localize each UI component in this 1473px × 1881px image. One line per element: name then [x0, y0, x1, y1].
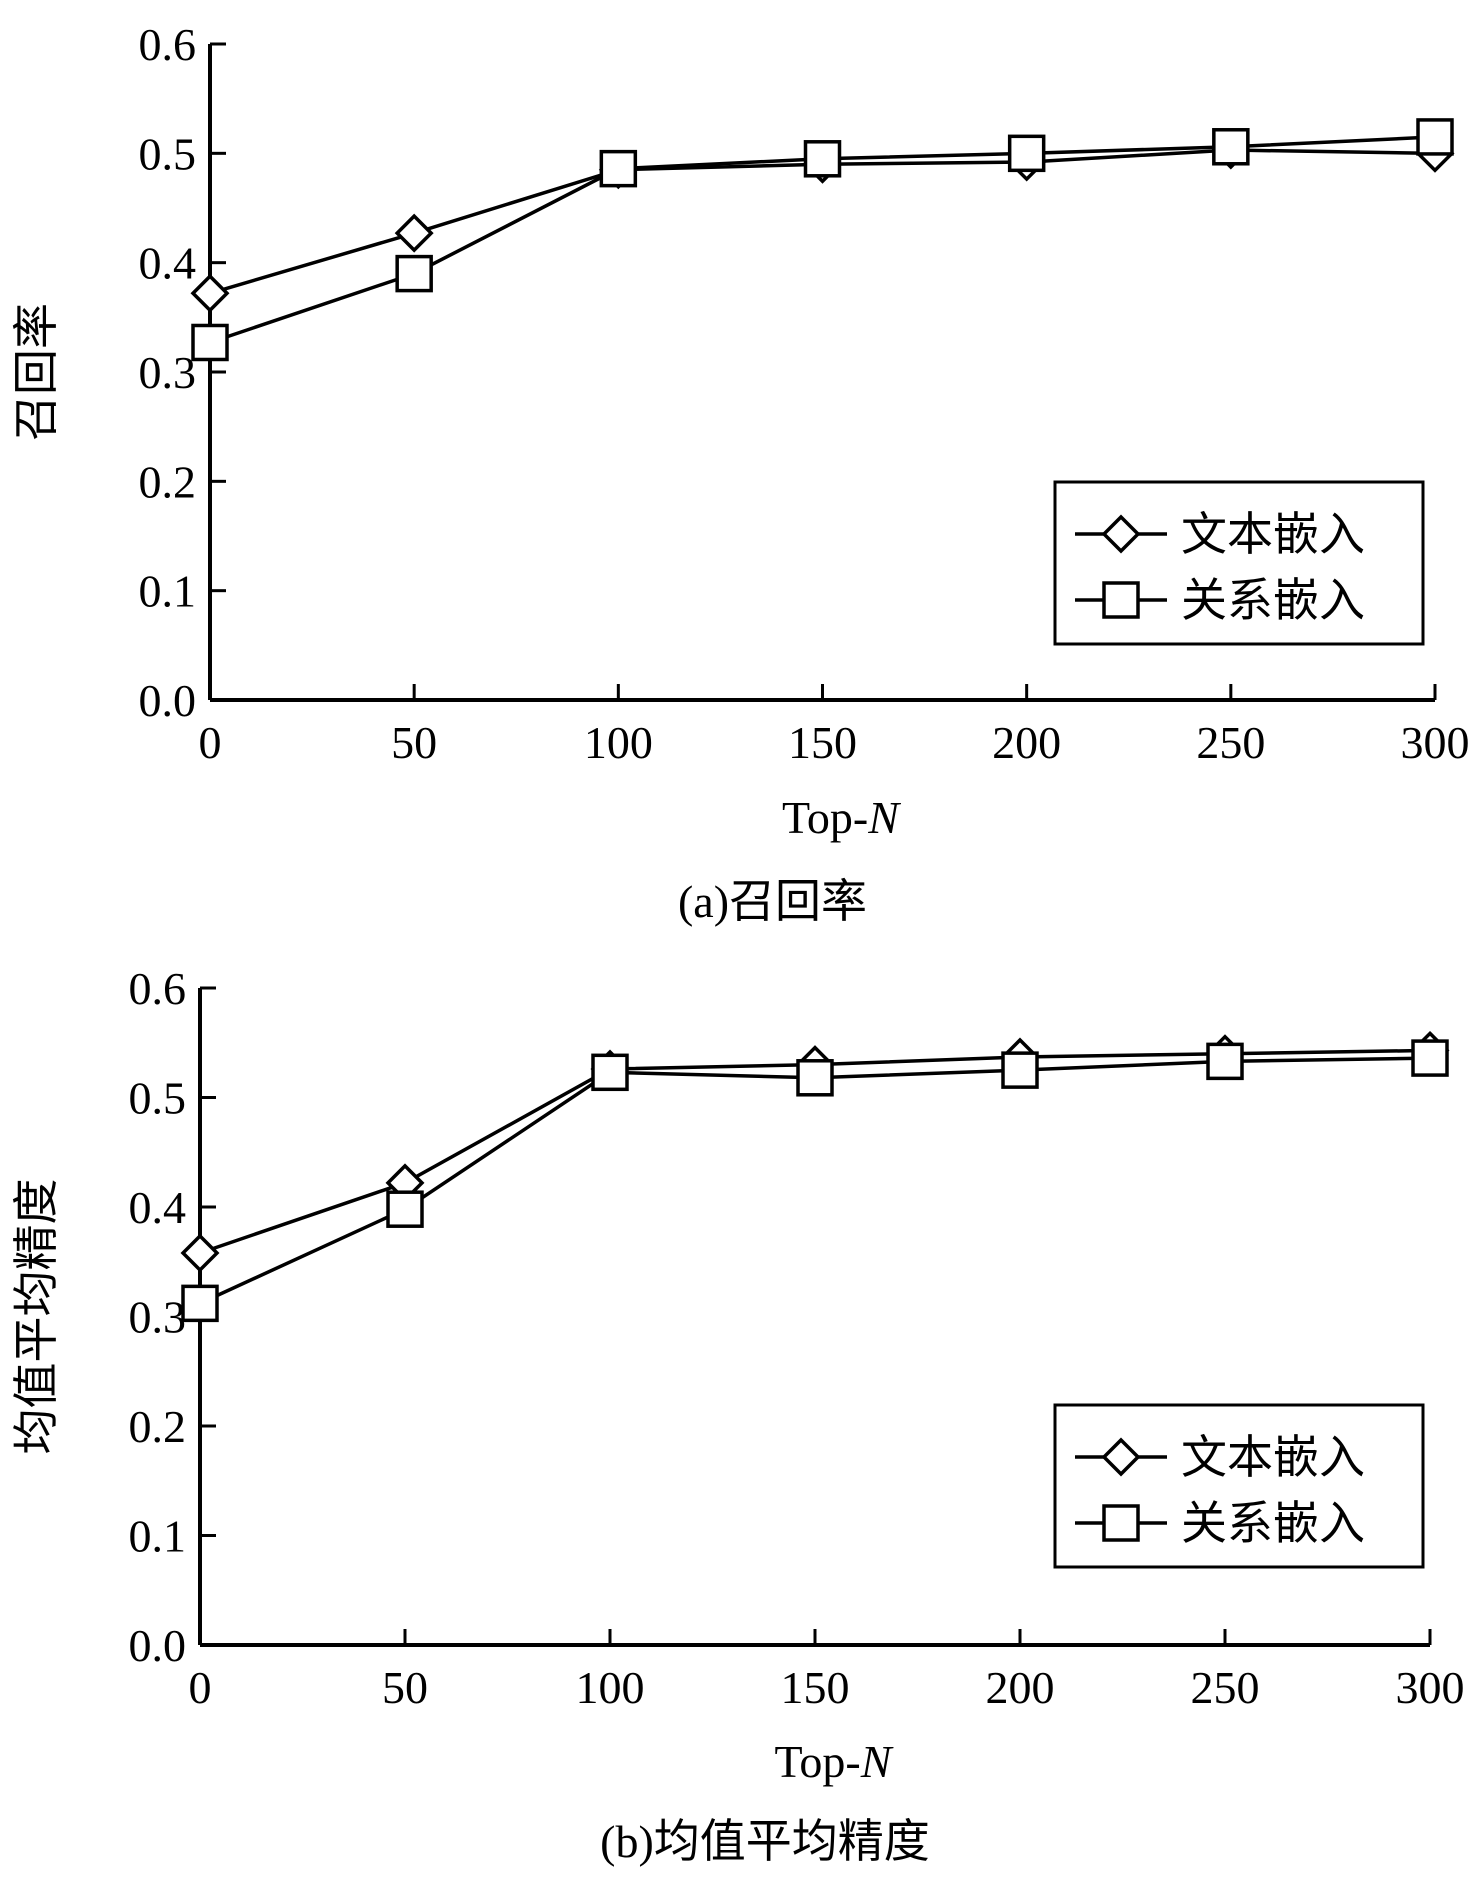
- x-tick-label: 250: [1196, 717, 1265, 768]
- x-tick-label: 0: [189, 1662, 212, 1713]
- data-point-square: [191, 323, 229, 362]
- y-tick-label: 0.4: [129, 1182, 187, 1233]
- legend-label: 关系嵌入: [1181, 1498, 1365, 1549]
- x-tick-label: 200: [986, 1662, 1055, 1713]
- x-axis-title-italic: N: [867, 792, 901, 843]
- x-axis-title: Top-N: [775, 1736, 894, 1787]
- legend-label: 关系嵌入: [1181, 575, 1365, 626]
- x-axis-title-main: Top-: [775, 1736, 861, 1787]
- chart-b: 0.0 0.1 0.2 0.3 0.4 0.5 0.6 0 50 100 150 200 250 300 T…: [11, 963, 1465, 1867]
- data-point-square: [181, 1284, 219, 1323]
- legend-marker-square: [1102, 581, 1140, 619]
- x-axis-title-italic: N: [860, 1736, 894, 1787]
- legend-label: 文本嵌入: [1181, 509, 1365, 560]
- data-point-square: [599, 149, 638, 188]
- legend-marker-diamond: [1101, 1437, 1141, 1477]
- legend-marker-square: [1102, 1504, 1140, 1542]
- legend-marker-diamond: [1101, 514, 1141, 554]
- y-tick-label: 0.4: [139, 238, 197, 289]
- data-point-diamond: [180, 1233, 220, 1273]
- y-tick-label: 0.0: [139, 675, 197, 726]
- x-axis-title: Top-N: [782, 792, 901, 843]
- y-tick-label: 0.6: [139, 19, 197, 70]
- chart-caption: (a)召回率: [678, 876, 867, 927]
- data-point-diamond: [190, 273, 230, 313]
- x-tick-label: 50: [382, 1662, 428, 1713]
- data-point-square: [1206, 1042, 1244, 1081]
- y-tick-label: 0.0: [129, 1620, 187, 1671]
- y-axis-title: 召回率: [11, 303, 62, 441]
- data-point-square: [395, 254, 433, 293]
- x-tick-label: 250: [1191, 1662, 1260, 1713]
- markers-relation-embedding: [181, 1039, 1449, 1323]
- data-point-square: [803, 140, 842, 178]
- data-point-square: [796, 1059, 834, 1097]
- x-tick-label: 0: [199, 717, 222, 768]
- x-tick-label: 300: [1401, 717, 1470, 768]
- y-tick-label: 0.1: [139, 566, 197, 617]
- data-point-square: [386, 1190, 424, 1228]
- y-tick-label: 0.2: [139, 456, 197, 507]
- legend-label: 文本嵌入: [1181, 1432, 1365, 1483]
- y-tick-label: 0.6: [129, 963, 187, 1014]
- x-tick-label: 100: [584, 717, 653, 768]
- x-tick-label: 100: [576, 1662, 645, 1713]
- y-tick-label: 0.3: [139, 347, 197, 398]
- data-point-square: [1001, 1051, 1039, 1089]
- data-point-square: [1212, 128, 1250, 166]
- data-point-square: [591, 1053, 629, 1092]
- x-tick-label: 50: [391, 717, 437, 768]
- x-axis-title-main: Top-: [782, 792, 868, 843]
- y-tick-label: 0.3: [129, 1292, 187, 1343]
- x-tick-label: 200: [992, 717, 1061, 768]
- y-axis-title: 均值平均精度: [11, 1179, 62, 1455]
- x-tick-label: 150: [781, 1662, 850, 1713]
- y-tick-label: 0.2: [129, 1401, 187, 1452]
- data-point-square: [1411, 1039, 1449, 1077]
- chart-caption: (b)均值平均精度: [600, 1816, 930, 1867]
- x-tick-label: 150: [788, 717, 857, 768]
- chart-a: 0.0 0.1 0.2 0.3 0.4 0.5 0.6 0 50 100 150 200 250 300 T…: [11, 19, 1470, 927]
- data-point-square: [1007, 134, 1046, 173]
- y-tick-label: 0.5: [129, 1073, 187, 1124]
- x-tick-label: 300: [1396, 1662, 1465, 1713]
- data-point-square: [1416, 118, 1454, 156]
- data-point-diamond: [394, 213, 434, 253]
- markers-relation-embedding: [191, 118, 1454, 362]
- y-tick-label: 0.5: [139, 128, 197, 179]
- y-tick-label: 0.1: [129, 1511, 187, 1562]
